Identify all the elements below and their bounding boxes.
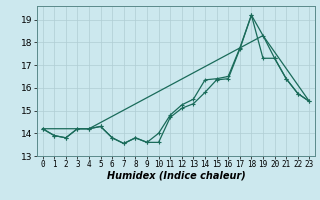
X-axis label: Humidex (Indice chaleur): Humidex (Indice chaleur)	[107, 171, 245, 181]
